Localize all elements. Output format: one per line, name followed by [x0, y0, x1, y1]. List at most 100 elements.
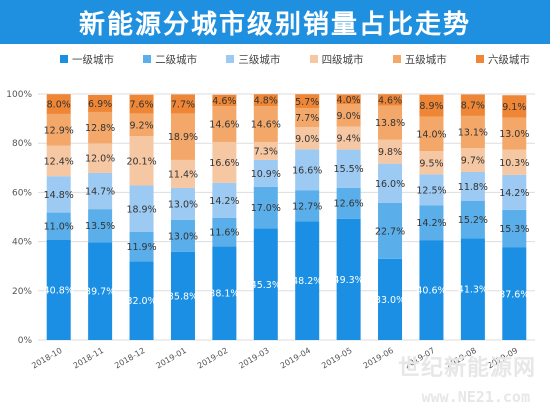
- data-label: 7.3%: [254, 146, 278, 157]
- x-tick-label: 2019-02: [196, 346, 229, 371]
- y-tick-label: 20%: [12, 287, 32, 297]
- data-label: 15.5%: [334, 164, 364, 175]
- data-label: 7.6%: [129, 100, 153, 111]
- bar-segment: [88, 143, 113, 173]
- data-label: 10.3%: [499, 158, 529, 169]
- bar-segment: [378, 163, 403, 203]
- bar-segment: [129, 232, 154, 262]
- x-tick-label: 2018-11: [72, 346, 105, 371]
- bar-segment: [129, 113, 154, 137]
- data-label: 14.7%: [85, 187, 115, 198]
- bar-segment: [378, 94, 403, 106]
- legend-item: 三级城市: [226, 52, 280, 67]
- bar-segment: [460, 171, 485, 202]
- data-label: 8.0%: [47, 100, 71, 111]
- bar-segment: [170, 94, 195, 114]
- data-label: 13.1%: [458, 128, 488, 139]
- data-label: 20.1%: [126, 156, 156, 167]
- bar-segment: [502, 149, 527, 175]
- legend-label: 五级城市: [404, 53, 447, 66]
- bar-segment: [336, 126, 361, 150]
- data-label: 5.7%: [295, 97, 319, 108]
- legend-item: 一级城市: [60, 52, 114, 67]
- bar-segment: [460, 201, 485, 239]
- data-label: 9.0%: [337, 111, 361, 122]
- data-label: 9.8%: [378, 147, 402, 158]
- data-label: 9.5%: [419, 158, 443, 169]
- data-label: 15.3%: [499, 224, 529, 235]
- legend-label: 三级城市: [238, 53, 281, 66]
- data-label: 9.2%: [129, 120, 153, 131]
- data-label: 15.2%: [458, 215, 488, 226]
- data-label: 8.7%: [461, 101, 485, 112]
- bar-segment: [253, 141, 278, 160]
- bar-segment: [378, 258, 403, 340]
- data-label: 22.7%: [375, 226, 405, 237]
- y-tick-label: 0%: [18, 336, 33, 346]
- bar-segment: [88, 172, 113, 210]
- x-tick-label: 2019-05: [320, 346, 353, 371]
- bar-segment: [212, 94, 237, 107]
- legend-swatch: [309, 55, 318, 63]
- bar-segment: [88, 209, 113, 243]
- data-label: 12.7%: [292, 201, 322, 212]
- bar-segment: [295, 149, 320, 191]
- data-label: 9.1%: [502, 102, 526, 113]
- data-label: 16.6%: [292, 165, 322, 176]
- data-label: 4.0%: [337, 95, 361, 106]
- data-label: 40.8%: [44, 285, 74, 296]
- bar-segment: [295, 221, 320, 340]
- data-label: 13.5%: [85, 221, 115, 232]
- data-label: 17.0%: [251, 203, 281, 214]
- data-label: 39.7%: [85, 287, 115, 298]
- data-label: 11.9%: [126, 242, 156, 253]
- data-label: 6.9%: [88, 99, 112, 110]
- bar-segment: [336, 94, 361, 105]
- bar-segment: [46, 176, 71, 213]
- data-label: 48.2%: [292, 276, 322, 287]
- data-label: 14.2%: [416, 218, 446, 229]
- bar-segment: [295, 127, 320, 150]
- data-label: 14.2%: [209, 196, 239, 207]
- bar-segment: [88, 94, 113, 112]
- data-label: 14.8%: [44, 190, 74, 201]
- chart-title-bar: 新能源分城市级别销量占比走势: [0, 0, 550, 44]
- legend-label: 四级城市: [321, 53, 364, 66]
- data-label: 16.0%: [375, 179, 405, 190]
- data-label: 12.0%: [85, 154, 115, 165]
- bar-segment: [129, 136, 154, 186]
- bar-segment: [88, 111, 113, 144]
- data-label: 14.2%: [499, 188, 529, 199]
- bar-segment: [460, 94, 485, 116]
- data-label: 13.0%: [499, 129, 529, 140]
- data-label: 14.0%: [416, 129, 446, 140]
- data-label: 4.8%: [254, 96, 278, 107]
- y-tick-label: 100%: [6, 90, 32, 100]
- data-label: 35.8%: [168, 291, 198, 302]
- bar-segment: [378, 202, 403, 259]
- bar-segment: [170, 219, 195, 252]
- data-label: 16.6%: [209, 158, 239, 169]
- bar-segment: [295, 190, 320, 222]
- bar-segment: [212, 217, 237, 247]
- data-label: 4.6%: [378, 95, 402, 106]
- bar-segment: [502, 95, 527, 118]
- y-tick-label: 40%: [12, 238, 32, 248]
- data-label: 11.4%: [168, 169, 198, 180]
- legend-swatch: [60, 55, 68, 63]
- x-tick-label: 2019-04: [279, 346, 312, 371]
- bar-segment: [460, 148, 485, 172]
- x-tick-label: 2019-03: [237, 346, 270, 371]
- data-label: 4.6%: [212, 96, 236, 107]
- bar-segment: [170, 159, 195, 188]
- bar-segment: [419, 94, 444, 117]
- bar-segment: [336, 218, 361, 340]
- bar-segment: [46, 94, 71, 114]
- bar-segment: [336, 187, 361, 219]
- legend-item: 五级城市: [392, 52, 447, 67]
- bar-segment: [170, 251, 195, 340]
- bar-segment: [170, 113, 195, 160]
- data-label: 12.8%: [85, 123, 115, 134]
- bar-segment: [212, 141, 237, 183]
